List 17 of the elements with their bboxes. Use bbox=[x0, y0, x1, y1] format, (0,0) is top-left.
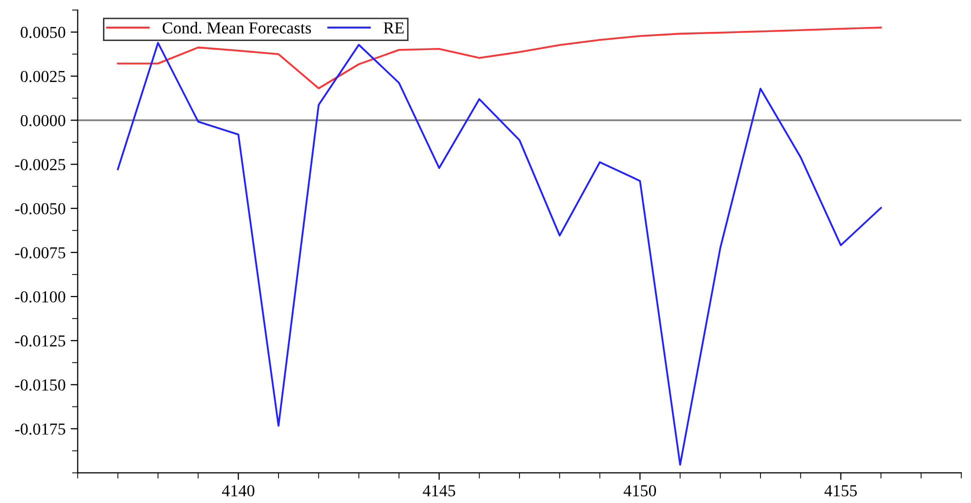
y-tick-label: -0.0100 bbox=[15, 291, 66, 303]
y-tick-label: 0.0025 bbox=[20, 70, 66, 82]
legend-label: RE bbox=[384, 22, 404, 34]
y-tick-label: -0.0050 bbox=[15, 203, 66, 214]
x-tick-label: 4140 bbox=[222, 485, 254, 496]
y-tick-label: 0.0050 bbox=[20, 26, 66, 38]
y-tick-label: -0.0175 bbox=[15, 423, 66, 435]
legend-label: Cond. Mean Forecasts bbox=[162, 22, 311, 34]
line-series bbox=[116, 42, 882, 466]
y-tick-label: -0.0150 bbox=[15, 379, 66, 391]
y-tick-label: -0.0125 bbox=[15, 335, 66, 347]
y-tick-label: -0.0025 bbox=[15, 159, 66, 170]
x-tick-label: 4155 bbox=[824, 485, 857, 496]
x-tick-label: 4150 bbox=[624, 485, 656, 496]
x-tick-label: 4145 bbox=[422, 485, 456, 496]
y-tick-label: 0.0000 bbox=[20, 114, 66, 126]
y-tick-label: -0.0075 bbox=[15, 247, 66, 258]
